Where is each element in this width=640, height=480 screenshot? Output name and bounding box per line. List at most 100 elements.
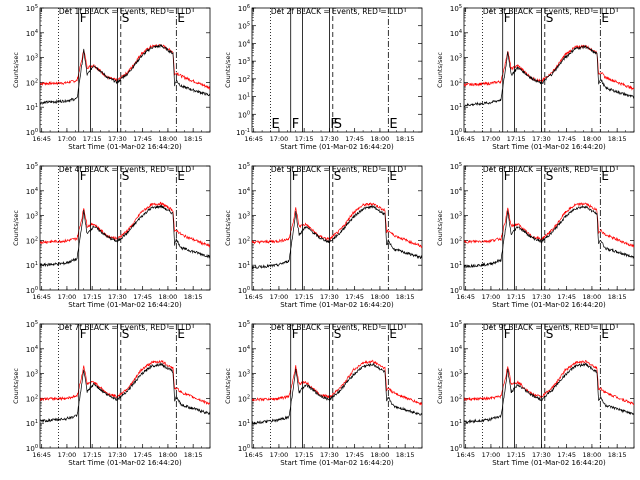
time-marker-label: S: [546, 11, 554, 25]
time-marker-label: E: [601, 169, 609, 183]
x-tick-label: 18:15: [396, 451, 415, 459]
y-tick-label: 102: [26, 394, 38, 403]
panel-det-5f: Det 5f BLACK = Events, RED = LLD 100 101 10…: [224, 162, 423, 309]
y-tick-label: 103: [26, 370, 38, 379]
time-marker-label: E: [389, 117, 397, 132]
time-marker-label: E: [177, 169, 185, 183]
y-tick-label: 102: [450, 78, 462, 87]
x-tick-label: 18:15: [396, 293, 415, 301]
x-tick-label: 16:45: [244, 293, 263, 301]
plot-frame: [251, 7, 423, 133]
y-tick-label: 100: [450, 128, 462, 137]
x-tick-label: 17:15: [295, 135, 314, 143]
x-tick-label: 17:00: [482, 451, 501, 459]
time-marker-label: S: [546, 327, 554, 341]
time-marker-label: F: [504, 11, 511, 25]
x-tick-label: 16:45: [32, 293, 51, 301]
y-tick-label: 100: [26, 444, 38, 453]
x-tick-label: 17:15: [83, 293, 102, 301]
y-tick-label: 100: [26, 128, 38, 137]
panel-title: Det 6f BLACK = Events, RED = LLD: [483, 165, 616, 174]
y-tick-label: 101: [450, 261, 462, 270]
lld-series-line: [464, 359, 634, 406]
x-tick-label: 17:30: [108, 293, 127, 301]
lld-series-line: [464, 44, 634, 91]
x-axis-label: Start Time (01-Mar-02 16:44:20): [492, 143, 606, 151]
panel-title: Det 3f BLACK = Events, RED = LLD: [483, 7, 616, 16]
series-group: [252, 202, 422, 270]
lld-series-line: [464, 202, 634, 248]
y-tick-label: 101: [238, 93, 250, 102]
y-tick-label: 101: [26, 103, 38, 112]
time-marker-label: E: [389, 169, 397, 183]
plot-frame: [463, 7, 635, 133]
y-axis-label: Counts/sec: [224, 210, 232, 246]
series-group: [40, 43, 210, 106]
panel-det-8f: Det 8f BLACK = Events, RED = LLD 100 101 10…: [224, 320, 423, 467]
y-tick-label: 105: [450, 4, 462, 13]
y-axis-label: Counts/sec: [436, 52, 444, 88]
x-tick-label: 17:00: [482, 135, 501, 143]
x-axis-label: Start Time (01-Mar-02 16:44:20): [280, 143, 394, 151]
y-tick-label: 104: [450, 187, 462, 196]
y-tick-label: 103: [238, 370, 250, 379]
x-tick-label: 17:45: [133, 135, 152, 143]
x-tick-label: 18:00: [583, 451, 602, 459]
panel-det-3f: Det 3f BLACK = Events, RED = LLD 100 101 10…: [436, 4, 635, 151]
x-tick-label: 16:45: [244, 135, 263, 143]
x-tick-label: 17:00: [58, 293, 77, 301]
y-tick-label: 105: [26, 320, 38, 329]
y-tick-label: 101: [238, 261, 250, 270]
y-tick-label: 101: [26, 261, 38, 270]
y-tick-label: 105: [450, 162, 462, 171]
panel-title: Det 1f BLACK = Events, RED = LLD: [59, 7, 192, 16]
plot-frame: [251, 165, 423, 291]
x-tick-label: 18:15: [184, 135, 203, 143]
x-tick-label: 16:45: [456, 451, 475, 459]
time-marker-label: F: [330, 117, 337, 132]
events-series-line: [464, 44, 634, 107]
panel-det-7f: Det 7f BLACK = Events, RED = LLD 100 101 10…: [12, 320, 211, 467]
plot-frame: [251, 323, 423, 449]
panel-title: Det 9f BLACK = Events, RED = LLD: [483, 323, 616, 332]
y-tick-label: 104: [238, 345, 250, 354]
plot-frame: [463, 323, 635, 449]
x-axis-label: Start Time (01-Mar-02 16:44:20): [68, 143, 182, 151]
time-marker-label: S: [122, 11, 130, 25]
y-tick-label: 100: [450, 286, 462, 295]
x-tick-label: 17:15: [83, 135, 102, 143]
y-tick-label: 105: [238, 320, 250, 329]
y-tick-label: 104: [238, 39, 250, 48]
x-tick-label: 18:00: [583, 293, 602, 301]
time-marker-label: S: [546, 169, 554, 183]
time-marker-label: F: [292, 169, 299, 183]
lld-series-line: [40, 359, 210, 405]
time-marker-label: F: [80, 327, 87, 341]
x-tick-label: 17:00: [58, 135, 77, 143]
panel-det-6f: Det 6f BLACK = Events, RED = LLD 100 101 10…: [436, 162, 635, 309]
events-series-line: [40, 44, 210, 106]
lld-series-line: [252, 202, 422, 249]
time-marker-label: E: [601, 327, 609, 341]
y-tick-label: 104: [26, 187, 38, 196]
time-marker-label: F: [504, 169, 511, 183]
panel-title: Det 5f BLACK = Events, RED = LLD: [271, 165, 404, 174]
x-tick-label: 17:00: [270, 293, 289, 301]
series-group: [252, 359, 422, 426]
y-tick-label: 102: [238, 236, 250, 245]
series-group: [40, 201, 210, 268]
x-tick-label: 17:15: [295, 451, 314, 459]
y-tick-label: 102: [238, 75, 250, 84]
time-marker-label: E: [389, 327, 397, 341]
lld-series-line: [40, 43, 210, 90]
time-marker-label: S: [334, 117, 342, 132]
x-tick-label: 18:15: [608, 135, 627, 143]
time-marker-label: S: [334, 169, 342, 183]
x-axis-label: Start Time (01-Mar-02 16:44:20): [280, 459, 394, 467]
x-tick-label: 18:15: [184, 451, 203, 459]
y-tick-label: 103: [26, 54, 38, 63]
x-tick-label: 17:30: [532, 451, 551, 459]
x-tick-label: 18:00: [371, 135, 390, 143]
y-tick-label: 104: [26, 345, 38, 354]
